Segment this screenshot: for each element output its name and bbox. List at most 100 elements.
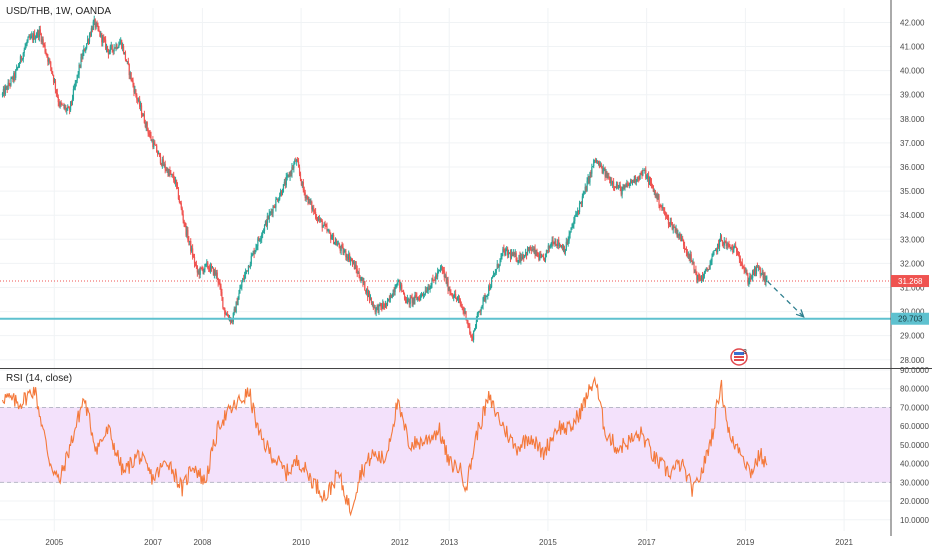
candle-body (339, 247, 341, 251)
candle-body (34, 33, 36, 40)
price-axis[interactable]: 28.000 29.000 30.000 31.000 32.000 33.000 34.0… (900, 18, 925, 364)
candle-body (193, 256, 196, 264)
candle-body (17, 66, 20, 68)
candle-body (369, 297, 372, 300)
candle-body (420, 295, 422, 301)
candle-body (466, 319, 468, 321)
candle-body (289, 172, 291, 177)
event-flag[interactable]: 3 (730, 348, 748, 366)
candle-body (524, 254, 526, 258)
forecast-arrow[interactable] (767, 281, 805, 318)
candle-body (292, 167, 294, 169)
candle-body (603, 168, 605, 170)
candle-body (136, 95, 138, 100)
candle-body (390, 294, 392, 298)
candle-body (430, 284, 432, 289)
candle-body (171, 174, 173, 175)
candle-body (748, 281, 750, 284)
rsi-axis[interactable]: 10.0000 20.0000 30.0000 40.0000 50.0000 60.00… (900, 366, 929, 525)
candle-body (266, 216, 268, 226)
time-axis[interactable]: 2005 2007 2008 2010 2012 2013 2015 2017 2019 2021 (45, 538, 853, 547)
candle-body (1, 93, 4, 95)
candle-body (129, 72, 131, 76)
candle-body (209, 268, 211, 272)
support-label: 29.703 (898, 315, 923, 324)
candle-body (729, 245, 731, 248)
price-tick-label: 28.000 (900, 356, 925, 365)
candle-body (547, 245, 549, 251)
candle-body (101, 33, 103, 43)
candle-body (723, 240, 725, 246)
candle-body (709, 263, 711, 270)
candle-body (204, 263, 206, 270)
candle-body (87, 39, 89, 44)
candle-body (447, 279, 449, 291)
candle-body (546, 250, 548, 251)
candle-body (486, 295, 488, 297)
candle-body (248, 265, 250, 268)
candle-body (591, 167, 593, 174)
candle-body (468, 324, 470, 328)
candle-body (285, 177, 287, 186)
candle-body (501, 252, 503, 256)
candle-body (274, 207, 276, 209)
candle-body (111, 45, 113, 50)
candle-body (490, 286, 492, 290)
candle-body (290, 172, 292, 174)
candle-body (470, 333, 472, 337)
candle-body (374, 307, 376, 313)
candle-body (530, 250, 532, 251)
last-price-badge: 31.268 (891, 275, 929, 288)
candle-body (391, 296, 393, 298)
candle-body (2, 89, 5, 94)
candle-body (676, 228, 678, 237)
candle-body (19, 56, 22, 64)
candle-body (322, 225, 324, 228)
candle-body (532, 249, 534, 251)
candle-body (705, 268, 707, 271)
candle-body (429, 288, 431, 290)
candle-body (495, 268, 497, 273)
candle-body (644, 169, 646, 171)
candle-body (520, 257, 522, 262)
candle-body (643, 169, 645, 171)
candle-body (332, 234, 334, 239)
candle-body (160, 163, 163, 166)
candle-body (297, 159, 299, 163)
candle-body (110, 45, 112, 47)
candle-body (554, 241, 556, 245)
candle-body (427, 287, 429, 291)
candle-body (166, 169, 168, 171)
candle-body (213, 270, 215, 276)
candle-body (306, 196, 308, 198)
candle-body (367, 288, 369, 298)
candle-body (506, 248, 508, 250)
candle-body (536, 250, 538, 256)
candle-body (368, 292, 371, 300)
candle-body (280, 191, 283, 195)
candle-body (84, 48, 86, 52)
candle-body (658, 195, 660, 206)
candle-body (205, 263, 207, 265)
candle-body (604, 168, 606, 177)
candle-body (688, 254, 690, 260)
time-tick-label: 2019 (736, 538, 754, 547)
candle-body (389, 294, 391, 300)
candle-body (601, 167, 603, 174)
candle-body (683, 245, 686, 249)
candle-body (482, 298, 484, 306)
candle-body (315, 211, 317, 219)
candle-body (638, 178, 640, 180)
time-tick-label: 2007 (144, 538, 162, 547)
candle-body (742, 266, 744, 269)
candle-body (519, 255, 521, 262)
candle-body (533, 248, 535, 251)
candle-body (225, 314, 227, 315)
candle-body (197, 271, 199, 273)
candle-body (247, 265, 250, 272)
candle-body (169, 169, 171, 174)
candle-body (397, 280, 399, 286)
forecast-arrowhead[interactable] (795, 309, 805, 318)
